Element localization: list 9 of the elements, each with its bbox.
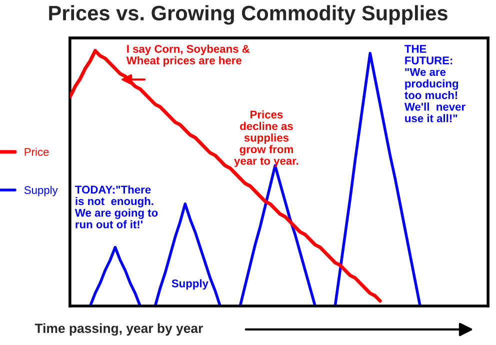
annotation: Prices decline as supplies grow from year to year.: [234, 110, 298, 167]
x-axis-title: Time passing, year by year: [34, 323, 203, 336]
annotation: TODAY:"There is not enough. We are going to run out of it!': [74, 185, 158, 228]
annotation: Supply: [172, 279, 208, 290]
legend-label: Supply: [24, 186, 58, 196]
chart-title: Prices vs. Growing Commodity Supplies: [49, 5, 448, 25]
annotation: THE FUTURE: "We are producing too much! We'll never use it all!": [404, 45, 466, 122]
legend-label: Price: [24, 148, 49, 156]
annotation: I say Corn, Soybeans & Wheat prices are here: [126, 44, 250, 67]
